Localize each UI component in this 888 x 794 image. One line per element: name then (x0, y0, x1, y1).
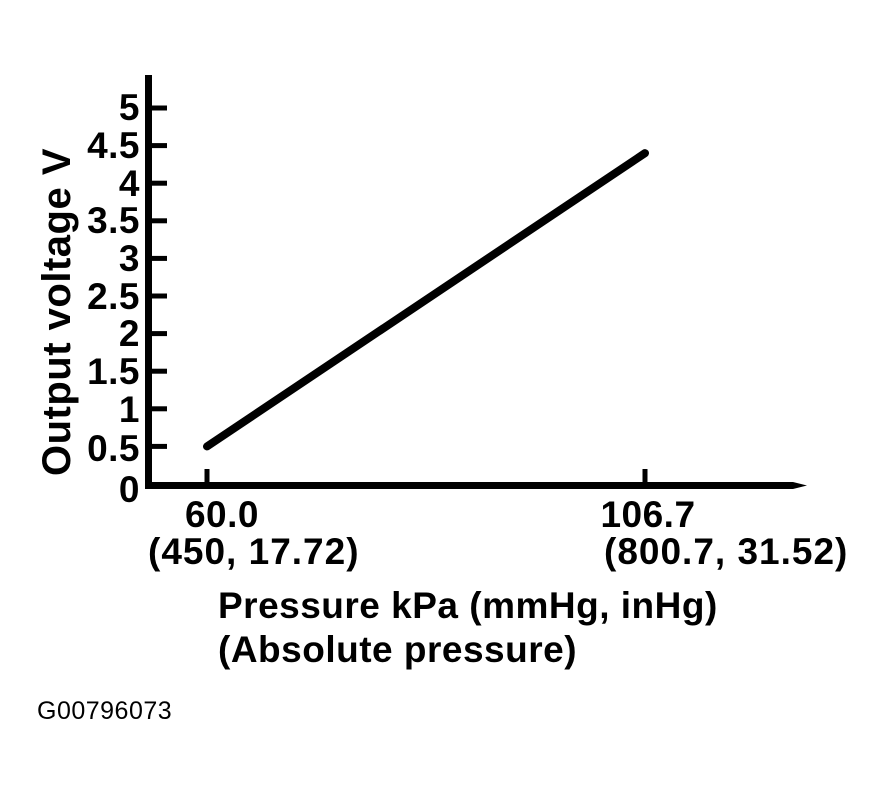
x-axis-line (145, 482, 793, 489)
y-tick-mark (152, 443, 167, 449)
y-tick-mark (152, 143, 167, 149)
y-tick-label-2: 2 (118, 313, 140, 354)
y-tick-mark (152, 180, 167, 186)
x-tick-marks (204, 469, 648, 482)
x-tick-mark (204, 469, 210, 482)
y-tick-marks (152, 105, 167, 449)
x-axis-title-line1: Pressure kPa (mmHg, inHg) (218, 585, 718, 626)
x-tick-label-60: 60.0 (184, 494, 259, 535)
y-tick-label-1-5: 1.5 (87, 351, 140, 392)
y-tick-mark (152, 218, 167, 224)
y-tick-mark (152, 406, 167, 412)
y-tick-label-4: 4 (118, 163, 140, 204)
x-tick-alt-label-60: (450, 17.72) (148, 531, 360, 572)
x-tick-label-106-7: 106.7 (600, 494, 696, 535)
output-voltage-line (203, 149, 649, 451)
y-tick-mark (152, 105, 167, 111)
y-tick-label-2-5: 2.5 (87, 276, 140, 317)
y-tick-label-0: 0 (118, 469, 140, 510)
x-axis-title-line2: (Absolute pressure) (218, 629, 578, 670)
x-axis-tip (793, 482, 807, 489)
y-tick-mark (152, 368, 167, 374)
y-tick-label-3-5: 3.5 (87, 200, 140, 241)
y-tick-mark (152, 331, 167, 337)
y-tick-label-0-5: 0.5 (87, 428, 140, 469)
y-tick-label-5: 5 (118, 87, 140, 128)
y-tick-label-3: 3 (118, 238, 140, 279)
y-tick-label-1: 1 (118, 389, 140, 430)
y-tick-label-4-5: 4.5 (87, 125, 140, 166)
x-tick-mark (642, 469, 648, 482)
y-axis-line (145, 75, 152, 489)
x-tick-alt-label-106-7: (800.7, 31.52) (604, 531, 849, 572)
figure-code: G00796073 (37, 697, 173, 725)
y-tick-mark (152, 293, 167, 299)
y-tick-mark (152, 255, 167, 261)
